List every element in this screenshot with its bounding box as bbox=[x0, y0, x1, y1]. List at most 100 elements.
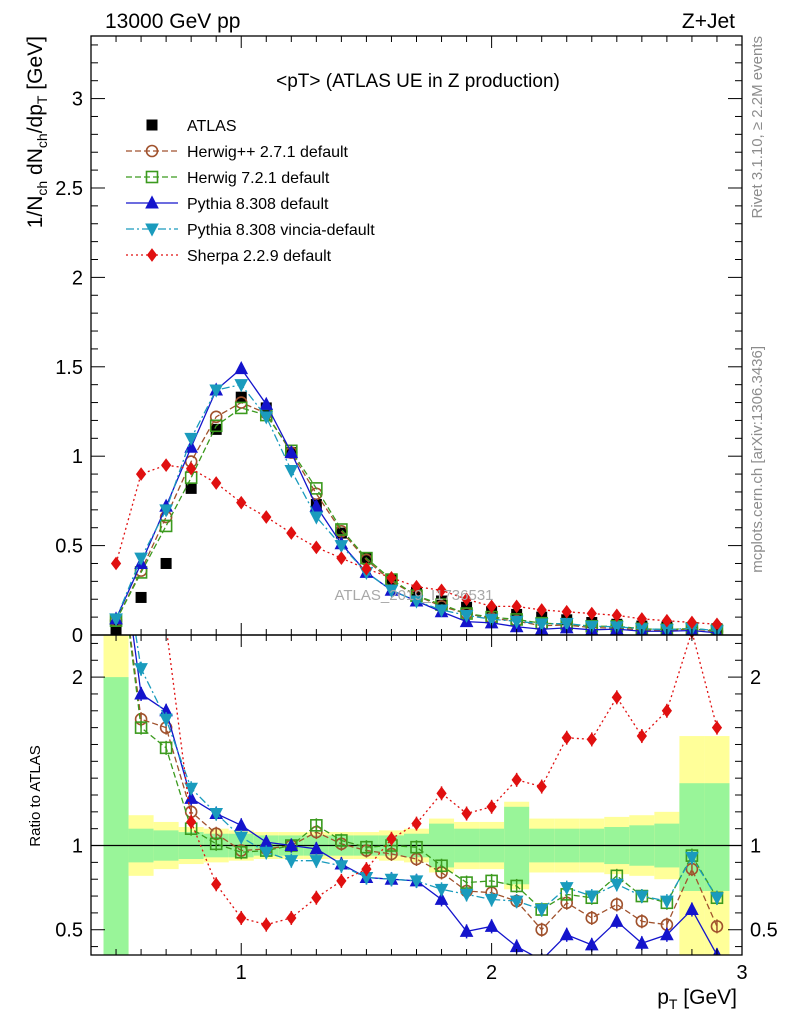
legend-entry-herwig-2-7-1-default: Herwig++ 2.7.1 default bbox=[126, 144, 349, 161]
data-point bbox=[586, 606, 597, 621]
data-point bbox=[686, 615, 698, 630]
data-point bbox=[184, 432, 198, 446]
data-point bbox=[159, 504, 173, 518]
legend-label: Herwig 7.2.1 default bbox=[187, 170, 330, 187]
data-point bbox=[261, 510, 272, 524]
data-point bbox=[660, 895, 674, 909]
data-point bbox=[259, 411, 274, 425]
data-point bbox=[584, 890, 599, 904]
data-point bbox=[184, 782, 198, 796]
data-point bbox=[210, 423, 222, 435]
data-point bbox=[661, 613, 673, 628]
data-point bbox=[609, 913, 624, 927]
data-point bbox=[585, 911, 599, 925]
legend-entry-herwig-7-2-1-default: Herwig 7.2.1 default bbox=[126, 170, 330, 187]
ratio-y-axis-label: Ratio to ATLAS bbox=[27, 745, 44, 846]
legend-label: Herwig++ 2.7.1 default bbox=[187, 144, 349, 161]
data-point bbox=[685, 901, 699, 916]
legend-label: Pythia 8.308 vincia-default bbox=[187, 222, 375, 239]
data-point bbox=[259, 396, 274, 410]
data-point bbox=[234, 379, 249, 393]
data-point bbox=[584, 620, 599, 634]
legend-entry-sherpa-2-2-9-default: Sherpa 2.2.9 default bbox=[126, 248, 332, 265]
data-point bbox=[435, 859, 448, 873]
data-point bbox=[486, 799, 497, 814]
main-series-layer bbox=[109, 360, 724, 635]
data-point bbox=[284, 464, 299, 479]
data-point bbox=[234, 401, 248, 415]
data-point bbox=[511, 599, 522, 614]
data-point bbox=[361, 862, 372, 876]
data-point bbox=[609, 878, 624, 892]
data-point bbox=[586, 732, 597, 747]
data-point bbox=[610, 898, 624, 911]
data-point bbox=[110, 556, 122, 571]
data-point bbox=[434, 604, 449, 618]
data-point bbox=[135, 591, 147, 603]
tick-label: 2 bbox=[750, 667, 761, 689]
tick-label: 1 bbox=[72, 836, 83, 858]
data-point bbox=[510, 879, 523, 893]
data-point bbox=[660, 927, 674, 941]
data-point bbox=[411, 816, 422, 831]
data-point bbox=[259, 846, 274, 860]
legend-entry-atlas: ATLAS bbox=[146, 118, 237, 135]
energy-label: 13000 GeV pp bbox=[105, 10, 240, 33]
data-point bbox=[209, 837, 223, 851]
data-point bbox=[186, 461, 197, 476]
rivet-version-label: Rivet 3.1.10, ≥ 2.2M events bbox=[749, 36, 766, 219]
data-point bbox=[334, 540, 349, 554]
data-point bbox=[711, 720, 723, 735]
data-point bbox=[334, 860, 349, 874]
data-point bbox=[536, 779, 547, 794]
data-point bbox=[534, 904, 549, 918]
data-point bbox=[309, 498, 324, 512]
data-point bbox=[534, 618, 549, 632]
data-point bbox=[661, 703, 673, 718]
data-point bbox=[236, 495, 247, 510]
tick-label: 2 bbox=[486, 962, 497, 984]
data-point bbox=[110, 504, 122, 516]
mcplots-reference-label: mcplots.cern.ch [arXiv:1306.3436] bbox=[749, 346, 766, 573]
data-point bbox=[461, 806, 472, 821]
data-point bbox=[636, 729, 647, 743]
data-point bbox=[234, 817, 249, 831]
plot-title: <pT> (ATLAS UE in Z production) bbox=[276, 71, 560, 92]
data-point bbox=[484, 613, 499, 627]
tick-label: 2 bbox=[72, 667, 83, 689]
data-point bbox=[436, 583, 447, 598]
legend-marker bbox=[145, 223, 159, 237]
data-point bbox=[234, 360, 249, 375]
tick-label: 2 bbox=[72, 267, 83, 289]
data-point bbox=[409, 875, 424, 889]
data-point bbox=[384, 584, 399, 598]
ratio-series-sherpa-2-2-9-default bbox=[166, 635, 723, 932]
watermark: ATLAS_2019_I1736531 bbox=[334, 587, 493, 604]
data-point bbox=[110, 502, 122, 514]
data-point bbox=[336, 874, 347, 888]
data-point bbox=[360, 840, 373, 854]
tick-label: 1 bbox=[236, 962, 247, 984]
data-point bbox=[386, 570, 397, 585]
legend-marker bbox=[145, 195, 159, 209]
legend-marker bbox=[145, 170, 159, 184]
data-point bbox=[635, 935, 649, 949]
data-point bbox=[159, 713, 173, 727]
data-point bbox=[209, 384, 224, 398]
data-point bbox=[134, 686, 148, 700]
main-y-axis-label: 1/Nch dNch/dpT [GeV] bbox=[24, 36, 50, 228]
data-point bbox=[211, 877, 222, 892]
ratio-series-pythia-8-308-vincia-default bbox=[110, 504, 724, 918]
data-point bbox=[310, 819, 323, 832]
data-point bbox=[236, 911, 247, 925]
data-point bbox=[636, 612, 647, 626]
data-point bbox=[611, 690, 622, 705]
tick-label: 1 bbox=[750, 836, 761, 858]
data-point bbox=[635, 890, 649, 904]
data-point bbox=[459, 923, 474, 937]
ratio-plot-area bbox=[110, 502, 724, 955]
process-label: Z+Jet bbox=[682, 10, 735, 33]
data-point bbox=[436, 786, 447, 801]
data-point bbox=[284, 855, 299, 869]
